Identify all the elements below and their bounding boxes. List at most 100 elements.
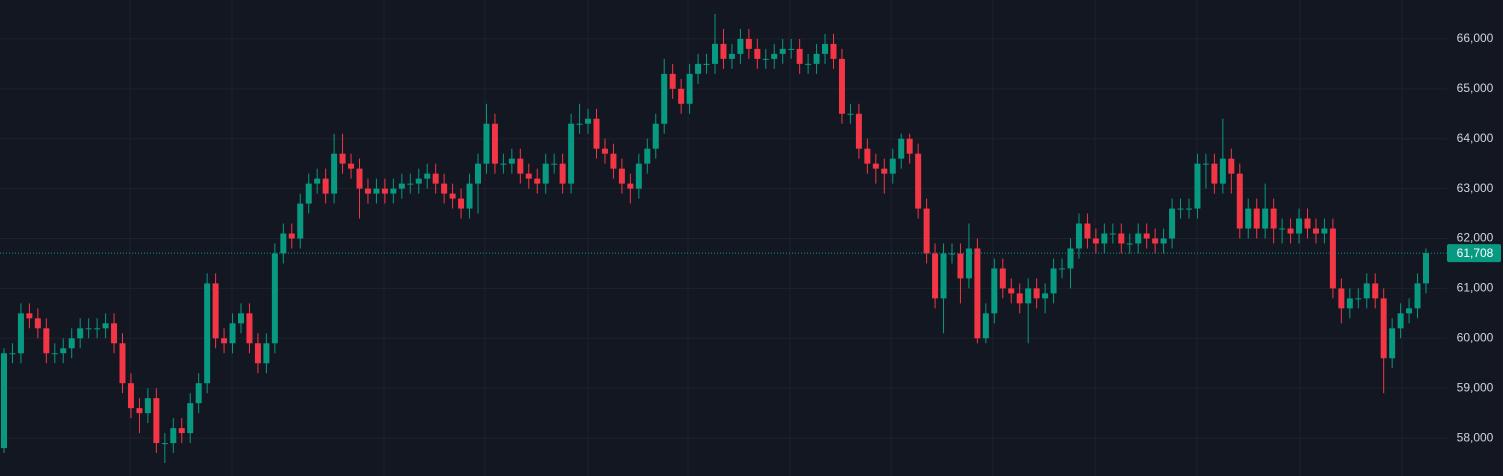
candle-body (407, 183, 414, 185)
candle-body (1304, 218, 1311, 229)
candle-body (1194, 163, 1201, 209)
candle-body (458, 198, 465, 209)
candle-body (889, 158, 896, 174)
candle-body (1219, 158, 1226, 184)
candle-body (661, 73, 668, 124)
candle-body (1329, 228, 1336, 289)
candle-body (170, 428, 177, 444)
candle-body (838, 58, 845, 114)
candle-body (771, 53, 778, 59)
candle-body (568, 123, 575, 184)
candle-body (1067, 248, 1074, 269)
candle-body (1101, 233, 1108, 244)
candle-body (940, 253, 947, 299)
candle-body (339, 153, 346, 164)
candle-body (1321, 228, 1328, 234)
candle-body (618, 168, 625, 184)
candle-body (221, 338, 228, 344)
candle-body (1177, 208, 1184, 210)
candle-body (187, 403, 194, 434)
candle-body (1118, 233, 1125, 244)
candle-body (1380, 298, 1387, 359)
candle-body (432, 173, 439, 184)
candle-body (737, 38, 744, 54)
candle-body (974, 248, 981, 339)
candle-body (525, 173, 532, 179)
candle-body (610, 153, 617, 169)
candle-body (381, 188, 388, 194)
candle-body (982, 313, 989, 339)
candle-body (178, 428, 185, 434)
candle-body (965, 248, 972, 279)
candle-body (1363, 283, 1370, 299)
candle-body (754, 48, 761, 59)
candle-body (779, 48, 786, 54)
candle-body (669, 73, 676, 89)
candle-body (576, 123, 583, 125)
candle-body (364, 188, 371, 194)
candle-body (246, 313, 253, 344)
candle-body (712, 43, 718, 64)
candle-body (26, 313, 33, 319)
candle-body (695, 63, 702, 74)
candle-body (559, 163, 566, 184)
candle-body (601, 148, 608, 154)
candle-body (331, 153, 338, 194)
candle-body (1389, 328, 1396, 359)
candle-body (297, 203, 304, 239)
candle-body (271, 253, 278, 344)
candle-body (102, 323, 109, 329)
candle-body (1135, 233, 1142, 244)
candle-body (111, 323, 118, 344)
candle-body (1397, 313, 1404, 329)
candle-body (1312, 228, 1319, 234)
candle-body (288, 233, 295, 239)
candle-body (1245, 208, 1252, 229)
candle-body (415, 178, 422, 184)
candle-body (898, 138, 905, 159)
candle-body (1236, 173, 1243, 229)
candle-body (1270, 208, 1277, 229)
candle-body (1109, 233, 1116, 235)
candle-body (593, 118, 600, 149)
candle-body (542, 163, 549, 184)
candle-body (1033, 288, 1040, 299)
candle-body (500, 163, 507, 165)
candle-body (1084, 223, 1091, 239)
candle-body (1414, 283, 1421, 309)
candle-body (822, 43, 829, 54)
candle-body (635, 163, 642, 189)
candle-body (1169, 208, 1176, 239)
candle-body (85, 328, 92, 330)
candle-body (1355, 298, 1362, 300)
candle-body (229, 323, 236, 344)
candle-body (762, 58, 769, 60)
candle-body (119, 343, 126, 384)
y-tick-label: 66,000 (1457, 31, 1494, 45)
candle-body (644, 148, 651, 164)
candle-body (127, 383, 134, 409)
candle-body (280, 233, 287, 254)
candle-body (153, 398, 160, 444)
candle-body (1050, 268, 1057, 294)
candle-body (1, 353, 7, 449)
candle-body (813, 53, 820, 64)
candle-body (508, 158, 515, 164)
candle-body (1372, 283, 1379, 299)
candle-body (195, 383, 202, 404)
candle-body (34, 318, 41, 329)
candle-body (720, 43, 727, 59)
candle-body (483, 123, 490, 164)
candle-body (686, 73, 693, 104)
candle-body (466, 183, 473, 209)
candle-body (923, 208, 930, 254)
candle-body (1016, 293, 1023, 304)
candle-body (805, 63, 812, 65)
candle-body (1126, 243, 1133, 245)
candle-body (9, 353, 16, 355)
y-tick-label: 65,000 (1457, 81, 1494, 95)
candle-body (441, 183, 448, 194)
candle-body (1143, 233, 1150, 239)
candle-body (348, 163, 355, 169)
